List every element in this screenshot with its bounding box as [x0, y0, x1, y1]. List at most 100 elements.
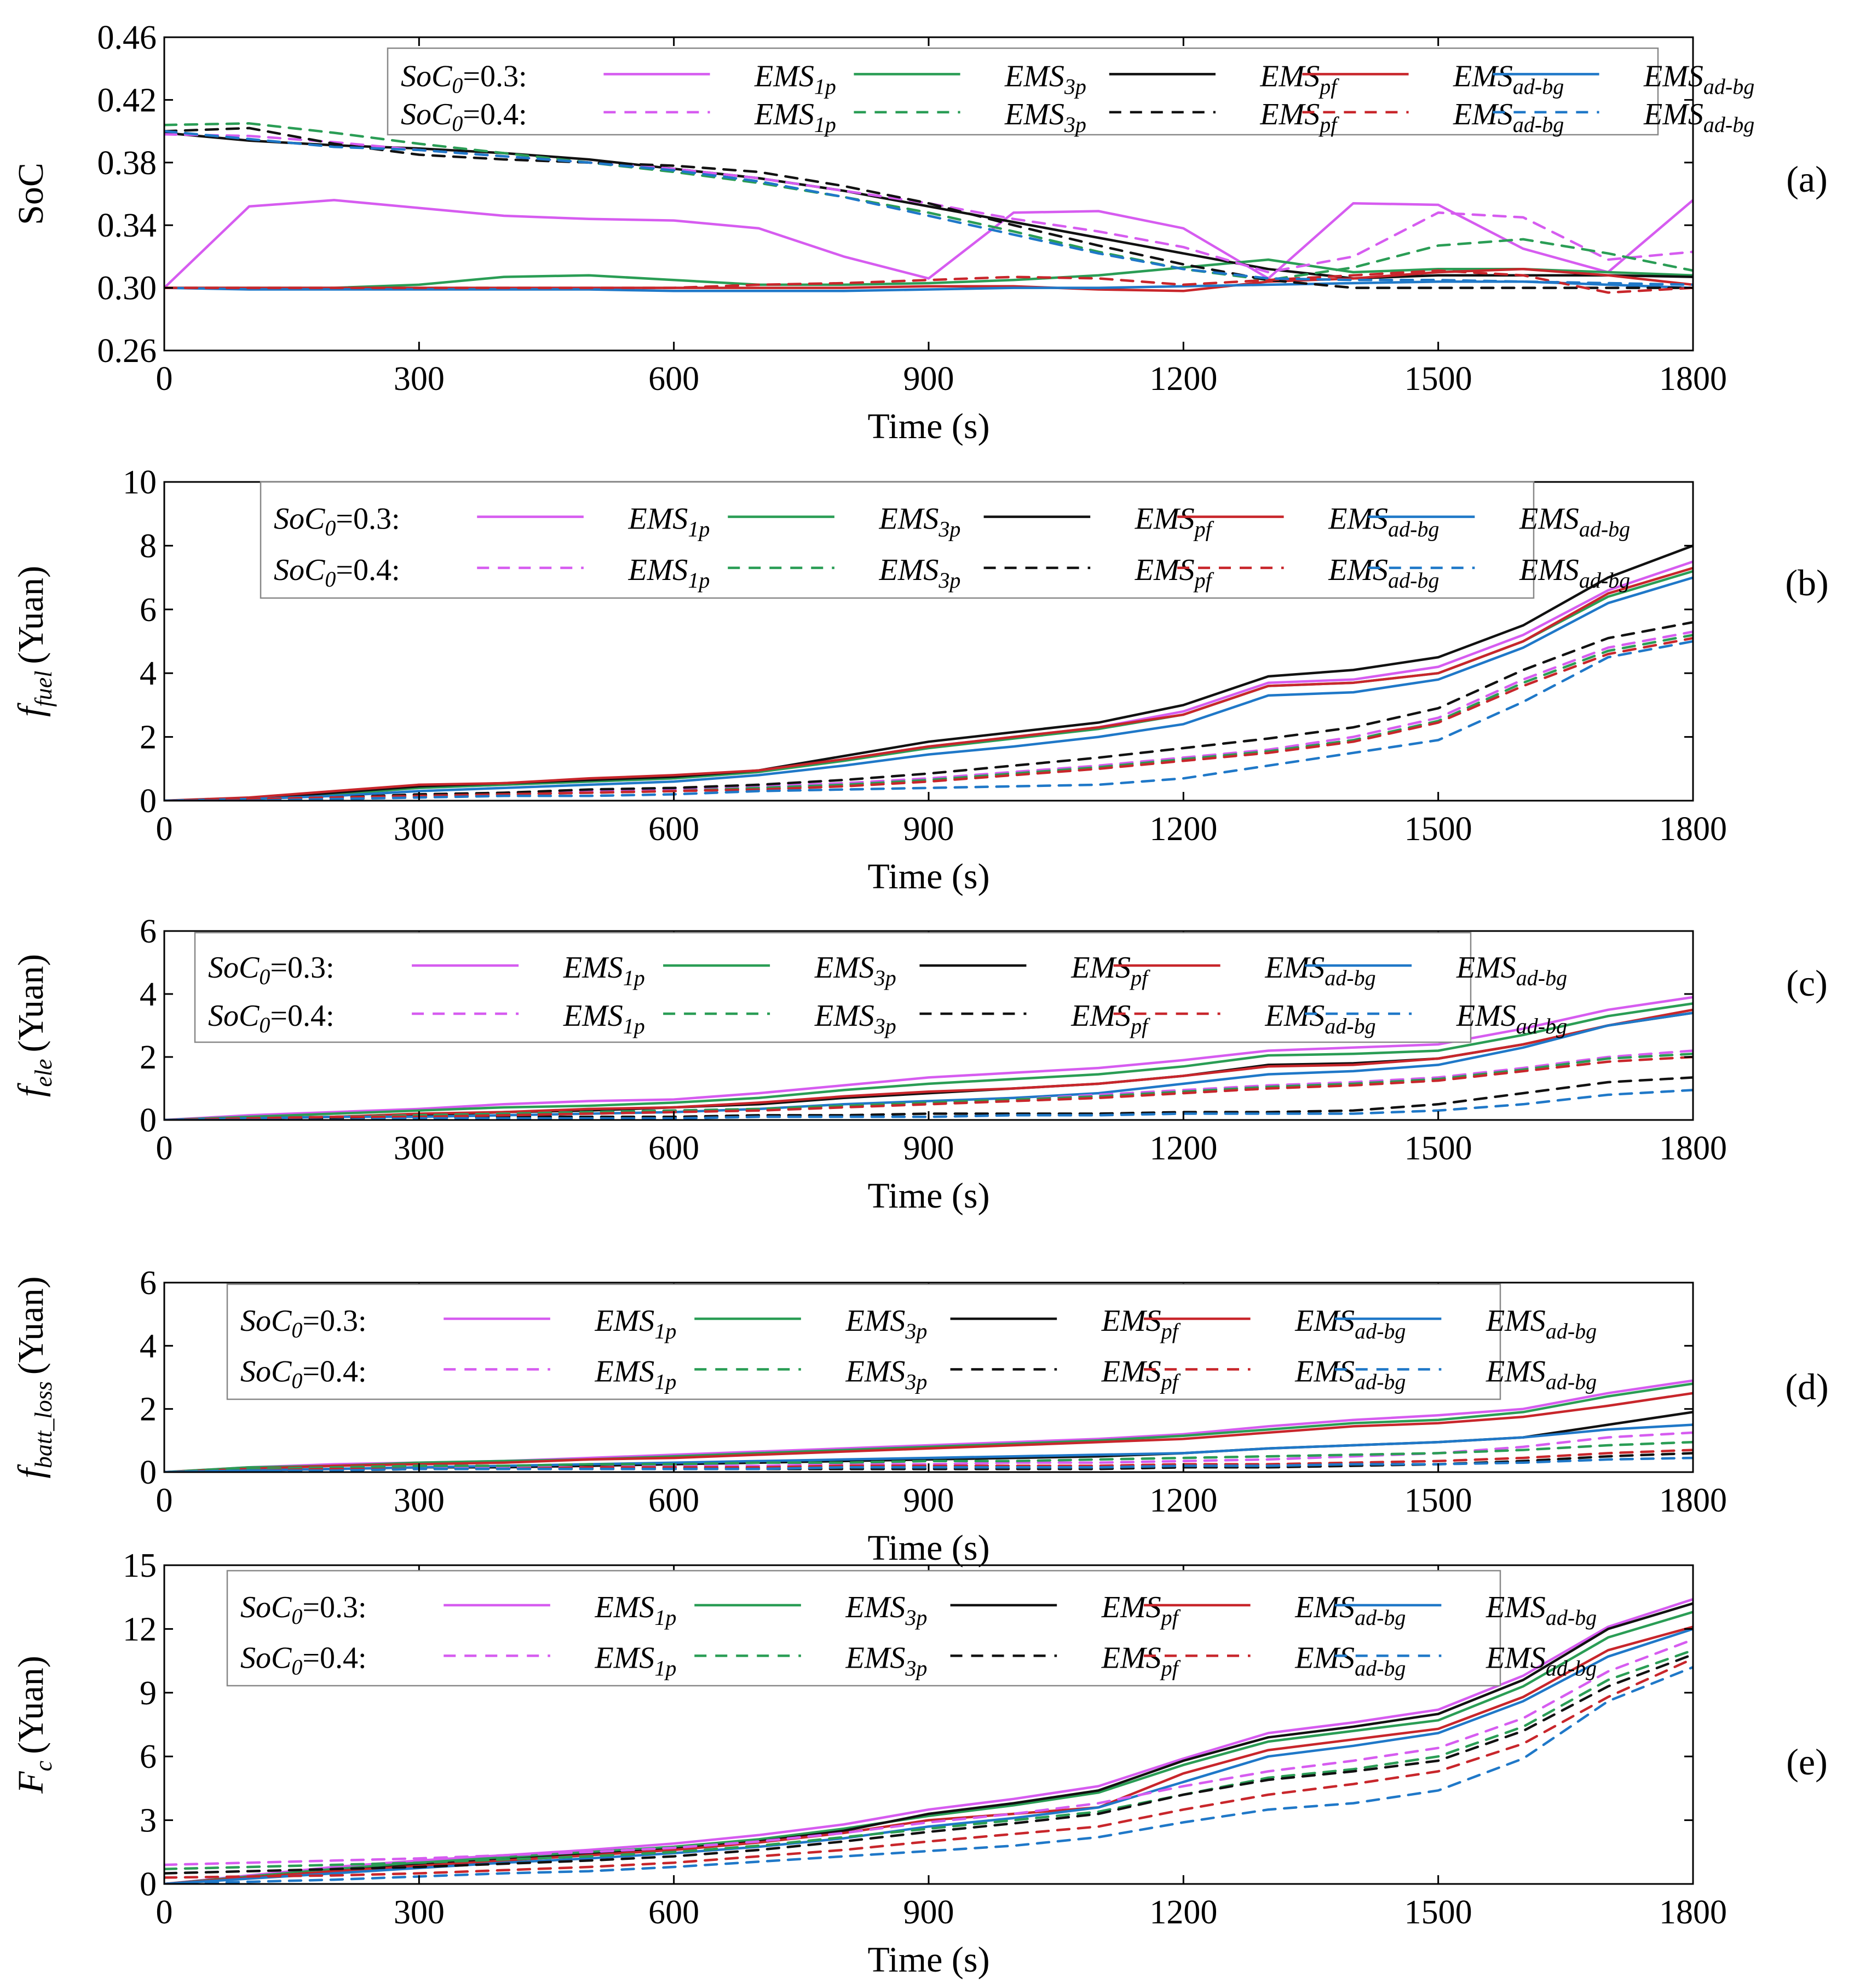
- series-line-EMS1p-soc0.3-solid: [164, 199, 1693, 289]
- y-tick-label: 6: [140, 913, 157, 950]
- series-line-EMSpf-soc0.3-solid: [164, 131, 1693, 280]
- series-line-EMSpf-soc0.4-dashed: [164, 127, 1693, 289]
- x-tick-label: 0: [156, 1894, 173, 1931]
- legend-entry-label: EMS1p: [594, 1641, 676, 1680]
- legend-entry-label: EMSad-bg: [1453, 59, 1564, 99]
- legend-entry-label: EMS1p: [563, 999, 645, 1038]
- y-tick-label: 4: [140, 1328, 157, 1365]
- series-group: [164, 122, 1693, 294]
- y-tick-label: 0.38: [97, 145, 157, 182]
- panel-3: 0 300 600 900 1200 1500 1800 0 2 4 6 Time (s) fbatt_…: [11, 1265, 1829, 1568]
- legend-entry-label: EMSpf: [1070, 951, 1150, 990]
- y-tick-label: 9: [140, 1675, 157, 1712]
- x-tick-label: 0: [156, 360, 173, 398]
- legend-entry-label: EMS1p: [627, 553, 710, 593]
- y-tick-label: 2: [140, 719, 157, 756]
- y-tick-label: 0.30: [97, 270, 157, 307]
- x-tick-label: 1200: [1149, 1894, 1217, 1931]
- x-tick-label: 1500: [1404, 811, 1472, 848]
- legend-entry-label: EMSpf: [1135, 553, 1214, 593]
- legend-entry-label: EMSad-bg: [1294, 1641, 1406, 1680]
- x-tick-label: 1200: [1149, 360, 1217, 398]
- x-axis-title: Time (s): [867, 857, 989, 897]
- y-tick-label: 8: [140, 527, 157, 565]
- legend-soc-label: SoC0=0.3:: [274, 502, 400, 541]
- x-tick-label: 300: [394, 1130, 445, 1167]
- x-tick-label: 900: [903, 1894, 954, 1931]
- legend: SoC0=0.3: EMS1p EMS3p EMSpf EMSad-bg EMSad-bg…: [226, 1570, 1597, 1687]
- panel-label: (a): [1786, 158, 1827, 200]
- legend-entry-label: EMS1p: [754, 97, 836, 137]
- y-tick-label: 0.26: [97, 332, 157, 370]
- legend-entry-label: EMSad-bg: [1485, 1641, 1597, 1680]
- legend-box: [226, 1570, 1501, 1687]
- y-tick-label: 0: [140, 783, 157, 820]
- legend-entry-label: EMS1p: [627, 502, 710, 542]
- panel-0: 0 300 600 900 1200 1500 1800 0.26 0.30 0.34 0.38 0.…: [11, 19, 1828, 446]
- x-tick-label: 0: [156, 1482, 173, 1519]
- x-tick-label: 1800: [1659, 1482, 1727, 1519]
- x-tick-label: 300: [394, 1894, 445, 1931]
- legend-soc-label: SoC0=0.3:: [208, 951, 335, 989]
- legend-soc-label: SoC0=0.3:: [240, 1590, 367, 1629]
- x-tick-label: 600: [648, 1894, 699, 1931]
- y-tick-label: 15: [123, 1547, 157, 1584]
- panel-label: (b): [1785, 562, 1828, 604]
- legend-entry-label: EMS3p: [814, 999, 896, 1038]
- legend: SoC0=0.3: EMS1p EMS3p EMSpf EMSad-bg EMSad-bg…: [260, 481, 1630, 599]
- legend-box: [260, 481, 1535, 599]
- y-axis-title: fele(Yuan): [11, 954, 57, 1097]
- legend-entry-label: EMS3p: [845, 1304, 927, 1343]
- y-tick-label: 0: [140, 1454, 157, 1491]
- y-tick-label: 0: [140, 1102, 157, 1139]
- y-axis-title: SoC: [11, 163, 51, 225]
- y-tick-label: 6: [140, 1738, 157, 1776]
- legend-entry-label: EMSad-bg: [1294, 1590, 1406, 1630]
- y-tick-label: 4: [140, 976, 157, 1013]
- y-tick-label: 0: [140, 1866, 157, 1903]
- series-line-EMS1p-soc0.3-solid: [164, 996, 1693, 1120]
- legend: SoC0=0.3: EMS1p EMS3p EMSpf EMSad-bg EMSad-bg…: [194, 932, 1567, 1043]
- x-tick-label: 900: [903, 811, 954, 848]
- x-tick-label: 1800: [1659, 811, 1727, 848]
- y-tick-label: 0.42: [97, 82, 157, 119]
- x-axis-title: Time (s): [867, 1940, 989, 1980]
- x-tick-label: 300: [394, 811, 445, 848]
- y-tick-label: 2: [140, 1391, 157, 1428]
- legend-entry-label: EMS3p: [845, 1641, 927, 1680]
- panel-1: 0 300 600 900 1200 1500 1800 0 2 4 6 8 10 Time (s) ffu…: [11, 464, 1829, 897]
- x-tick-label: 1800: [1659, 1894, 1727, 1931]
- y-axis-title: fbatt_loss(Yuan): [11, 1277, 57, 1479]
- x-tick-label: 600: [648, 1130, 699, 1167]
- legend: SoC0=0.3: EMS1p EMS3p EMSpf EMSad-bg EMSad-bg…: [226, 1283, 1597, 1400]
- legend-entry-label: EMSad-bg: [1328, 553, 1439, 593]
- series-line-EMSad-bg-soc0.4-dashed: [164, 130, 1693, 286]
- legend-entry-label: EMS3p: [845, 1354, 927, 1394]
- legend-soc-label: SoC0=0.4:: [401, 97, 527, 136]
- x-tick-label: 900: [903, 1130, 954, 1167]
- legend-entry-label: EMS1p: [594, 1590, 676, 1630]
- legend-entry-label: EMSpf: [1101, 1641, 1181, 1680]
- y-tick-label: 2: [140, 1039, 157, 1076]
- panel-label: (e): [1786, 1741, 1827, 1783]
- x-tick-label: 1500: [1404, 360, 1472, 398]
- series-line-EMS1p-soc0.4-dashed: [164, 1638, 1693, 1866]
- x-tick-label: 900: [903, 360, 954, 398]
- legend-entry-label: EMSad-bg: [1456, 999, 1567, 1038]
- legend-entry-label: EMS3p: [845, 1590, 927, 1630]
- legend-entry-label: EMSad-bg: [1456, 951, 1567, 990]
- legend-entry-label: EMSpf: [1101, 1304, 1181, 1343]
- series-line-EMS3p-soc0.3-solid: [164, 258, 1693, 289]
- legend-box: [387, 47, 1659, 136]
- x-axis-title: Time (s): [867, 1528, 989, 1568]
- legend-entry-label: EMSpf: [1259, 97, 1339, 137]
- panel-4: 0 300 600 900 1200 1500 1800 0 3 6 9 12 15 Time (s) Fc…: [11, 1547, 1828, 1980]
- x-tick-label: 1800: [1659, 1130, 1727, 1167]
- x-tick-label: 600: [648, 811, 699, 848]
- y-tick-label: 0.34: [97, 207, 157, 244]
- x-tick-label: 1500: [1404, 1130, 1472, 1167]
- legend-entry-label: EMSpf: [1101, 1354, 1181, 1394]
- y-tick-label: 4: [140, 655, 157, 692]
- series-line-EMSad-bg-soc0.4-dashed: [164, 269, 1693, 294]
- x-tick-label: 1500: [1404, 1482, 1472, 1519]
